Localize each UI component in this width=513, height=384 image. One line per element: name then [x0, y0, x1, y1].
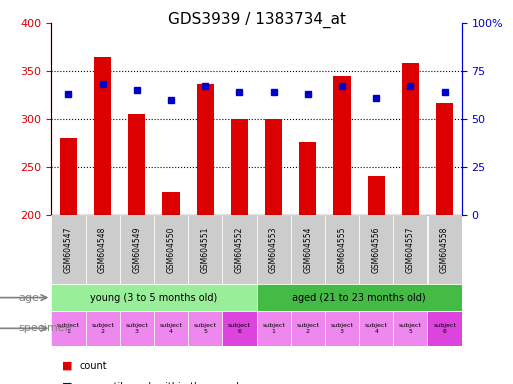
Bar — [154, 215, 188, 284]
Text: subject
2: subject 2 — [297, 323, 319, 334]
Text: GSM604548: GSM604548 — [98, 227, 107, 273]
Bar — [333, 76, 350, 215]
Text: ■: ■ — [62, 361, 72, 371]
Text: subject
6: subject 6 — [228, 323, 251, 334]
Bar — [427, 215, 462, 284]
Bar — [51, 311, 86, 346]
Bar — [222, 311, 256, 346]
Text: GSM604556: GSM604556 — [372, 226, 381, 273]
Text: GSM604557: GSM604557 — [406, 226, 415, 273]
Bar — [325, 311, 359, 346]
Text: aged (21 to 23 months old): aged (21 to 23 months old) — [292, 293, 426, 303]
Text: subject
3: subject 3 — [125, 323, 148, 334]
Bar — [128, 114, 145, 215]
Bar — [299, 142, 317, 215]
Text: GDS3939 / 1383734_at: GDS3939 / 1383734_at — [168, 12, 345, 28]
Bar — [222, 215, 256, 284]
Bar — [231, 119, 248, 215]
Bar — [86, 311, 120, 346]
Bar — [94, 56, 111, 215]
Text: subject
5: subject 5 — [399, 323, 422, 334]
Bar — [196, 84, 214, 215]
Bar — [256, 215, 291, 284]
Bar — [188, 215, 222, 284]
Bar — [359, 215, 393, 284]
Bar — [393, 311, 427, 346]
Text: young (3 to 5 months old): young (3 to 5 months old) — [90, 293, 218, 303]
Bar — [60, 138, 77, 215]
Bar — [51, 215, 86, 284]
Bar — [291, 311, 325, 346]
Text: subject
6: subject 6 — [433, 323, 456, 334]
Bar — [368, 176, 385, 215]
Text: GSM604558: GSM604558 — [440, 227, 449, 273]
Text: subject
5: subject 5 — [194, 323, 216, 334]
Text: GSM604552: GSM604552 — [235, 227, 244, 273]
Bar — [154, 311, 188, 346]
Bar — [256, 311, 291, 346]
Bar — [188, 311, 222, 346]
Text: GSM604550: GSM604550 — [167, 226, 175, 273]
Text: percentile rank within the sample: percentile rank within the sample — [80, 382, 245, 384]
Bar — [51, 284, 256, 311]
Text: GSM604554: GSM604554 — [303, 226, 312, 273]
Text: specimen: specimen — [18, 323, 72, 333]
Text: ■: ■ — [62, 382, 72, 384]
Bar — [86, 215, 120, 284]
Bar — [256, 284, 462, 311]
Text: subject
1: subject 1 — [262, 323, 285, 334]
Bar — [120, 215, 154, 284]
Bar — [393, 215, 427, 284]
Text: subject
4: subject 4 — [365, 323, 388, 334]
Text: GSM604549: GSM604549 — [132, 226, 141, 273]
Text: subject
4: subject 4 — [160, 323, 183, 334]
Text: GSM604553: GSM604553 — [269, 226, 278, 273]
Bar — [325, 215, 359, 284]
Text: count: count — [80, 361, 107, 371]
Text: GSM604547: GSM604547 — [64, 226, 73, 273]
Bar — [402, 63, 419, 215]
Text: subject
1: subject 1 — [57, 323, 80, 334]
Text: GSM604555: GSM604555 — [338, 226, 346, 273]
Bar — [120, 311, 154, 346]
Text: age: age — [18, 293, 39, 303]
Bar — [359, 311, 393, 346]
Bar — [163, 192, 180, 215]
Text: subject
2: subject 2 — [91, 323, 114, 334]
Text: subject
3: subject 3 — [330, 323, 353, 334]
Bar — [436, 103, 453, 215]
Bar — [291, 215, 325, 284]
Bar — [427, 311, 462, 346]
Text: GSM604551: GSM604551 — [201, 227, 210, 273]
Bar — [265, 119, 282, 215]
